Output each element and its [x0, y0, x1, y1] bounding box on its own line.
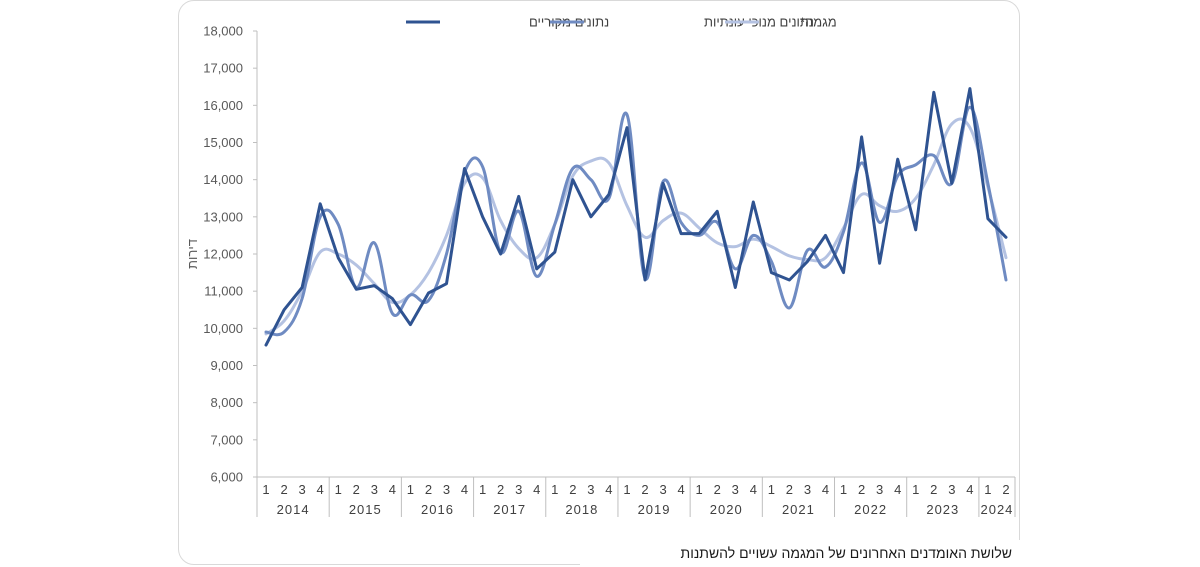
y-tick-label: 6,000 — [210, 470, 243, 485]
x-tick-label-quarter: 1 — [551, 482, 558, 497]
x-tick-label-quarter: 1 — [479, 482, 486, 497]
x-tick-label-year: 2017 — [493, 502, 526, 517]
x-tick-label-quarter: 2 — [930, 482, 937, 497]
x-tick-label-quarter: 4 — [389, 482, 396, 497]
x-tick-label-year: 2024 — [980, 502, 1013, 517]
x-tick-label-quarter: 1 — [696, 482, 703, 497]
y-tick-label: 15,000 — [203, 135, 243, 150]
x-tick-label-year: 2019 — [638, 502, 671, 517]
x-tick-label-quarter: 1 — [912, 482, 919, 497]
y-tick-label: 16,000 — [203, 98, 243, 113]
x-tick-label-quarter: 2 — [280, 482, 287, 497]
x-tick-label-quarter: 1 — [407, 482, 414, 497]
x-tick-label-quarter: 1 — [840, 482, 847, 497]
y-tick-label: 12,000 — [203, 247, 243, 262]
x-tick-label-year: 2018 — [565, 502, 598, 517]
x-tick-label-quarter: 2 — [714, 482, 721, 497]
x-tick-label-quarter: 4 — [605, 482, 612, 497]
x-tick-label-quarter: 1 — [262, 482, 269, 497]
x-tick-label-year: 2022 — [854, 502, 887, 517]
series-line-1 — [264, 87, 1008, 347]
y-tick-label: 13,000 — [203, 209, 243, 224]
y-axis-title: דירות — [185, 239, 200, 269]
x-tick-label-quarter: 4 — [317, 482, 324, 497]
chart-card — [178, 0, 1020, 565]
x-tick-label-year: 2015 — [349, 502, 382, 517]
x-tick-label-quarter: 4 — [533, 482, 540, 497]
x-tick-label-quarter: 1 — [623, 482, 630, 497]
y-tick-label: 11,000 — [204, 284, 243, 299]
x-tick-label-quarter: 3 — [948, 482, 955, 497]
legend-label: מגמה* — [800, 15, 837, 30]
y-tick-label: 7,000 — [210, 432, 243, 447]
x-tick-label-quarter: 4 — [894, 482, 901, 497]
x-tick-label-quarter: 1 — [984, 482, 991, 497]
x-tick-label-quarter: 3 — [732, 482, 739, 497]
x-tick-label-quarter: 4 — [822, 482, 829, 497]
x-tick-label-quarter: 1 — [335, 482, 342, 497]
x-tick-label-quarter: 3 — [299, 482, 306, 497]
x-tick-label-quarter: 4 — [966, 482, 973, 497]
x-tick-label-quarter: 4 — [461, 482, 468, 497]
x-tick-label-quarter: 3 — [804, 482, 811, 497]
x-tick-label-year: 2016 — [421, 502, 454, 517]
x-tick-label-quarter: 3 — [371, 482, 378, 497]
x-tick-label-quarter: 2 — [497, 482, 504, 497]
y-tick-label: 14,000 — [203, 172, 243, 187]
y-tick-label: 8,000 — [210, 395, 243, 410]
y-tick-label: 9,000 — [210, 358, 243, 373]
x-tick-label-quarter: 2 — [858, 482, 865, 497]
x-tick-label-quarter: 2 — [353, 482, 360, 497]
series-line-3 — [264, 117, 1008, 336]
y-tick-label: 17,000 — [203, 61, 243, 76]
x-tick-label-quarter: 2 — [641, 482, 648, 497]
x-tick-label-quarter: 2 — [1002, 482, 1009, 497]
y-tick-label: 18,000 — [203, 24, 243, 39]
trend-footnote: שלושת האומדנים האחרונים של המגמה עשויים … — [580, 540, 1020, 567]
series-line-2 — [264, 105, 1008, 337]
x-tick-label-quarter: 4 — [750, 482, 757, 497]
y-tick-label: 10,000 — [203, 321, 243, 336]
x-tick-label-quarter: 2 — [786, 482, 793, 497]
x-tick-label-quarter: 4 — [678, 482, 685, 497]
x-tick-label-quarter: 2 — [569, 482, 576, 497]
x-tick-label-quarter: 3 — [587, 482, 594, 497]
x-tick-label-quarter: 3 — [515, 482, 522, 497]
x-tick-label-year: 2021 — [782, 502, 815, 517]
x-tick-label-year: 2014 — [277, 502, 310, 517]
x-tick-label-quarter: 1 — [768, 482, 775, 497]
x-tick-label-year: 2023 — [926, 502, 959, 517]
footnote-text: שלושת האומדנים האחרונים של המגמה עשויים … — [680, 545, 1012, 561]
x-tick-label-quarter: 3 — [876, 482, 883, 497]
x-tick-label-quarter: 2 — [425, 482, 432, 497]
x-tick-label-year: 2020 — [710, 502, 743, 517]
x-tick-label-quarter: 3 — [443, 482, 450, 497]
x-tick-label-quarter: 3 — [659, 482, 666, 497]
